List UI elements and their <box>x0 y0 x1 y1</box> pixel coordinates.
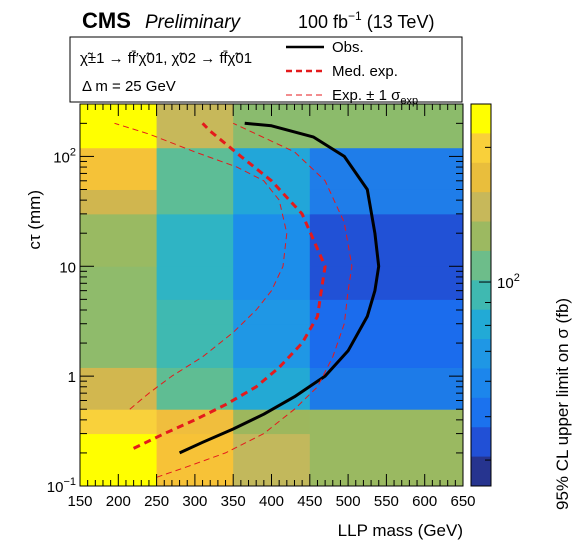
z-tick-exponent: 2 <box>514 272 520 284</box>
color-scale-swatch <box>471 368 491 399</box>
heatmap-cell <box>156 266 234 300</box>
y-tick-label: 10 <box>59 259 76 276</box>
heatmap-cell <box>309 266 464 300</box>
median-expected-curve <box>132 122 327 450</box>
z-tick-base: 10 <box>497 275 514 292</box>
heatmap-cell <box>80 299 158 325</box>
x-axis: 150 200 250 300 350 400 450 500 550 600 650 <box>67 104 476 510</box>
heatmap-cell <box>156 367 234 410</box>
x-tick-label: 550 <box>374 493 399 510</box>
y-tick-base: 10 <box>47 479 64 496</box>
heatmap-cell <box>156 299 234 325</box>
x-tick-label: 600 <box>412 493 437 510</box>
color-scale-swatch <box>471 133 491 164</box>
x-axis-title: LLP mass (GeV) <box>338 521 463 540</box>
legend-exp-label: Exp. ± 1 σexp <box>332 87 418 107</box>
heatmap-cell <box>233 213 311 267</box>
x-tick-label: 300 <box>182 493 207 510</box>
color-scale-swatch <box>471 162 491 193</box>
color-scale-swatch <box>471 221 491 252</box>
x-tick-label: 250 <box>144 493 169 510</box>
limit-curves <box>114 121 381 478</box>
y-tick-label: 1 <box>68 369 76 386</box>
color-scale-swatch <box>471 280 491 311</box>
legend-obs-label: Obs. <box>332 39 364 56</box>
heatmap-cell <box>80 189 158 215</box>
heatmap-cell <box>156 189 234 215</box>
heatmap-cell <box>309 147 464 190</box>
color-scale: 102 <box>470 103 520 487</box>
y-tick-label: 102 <box>53 146 76 166</box>
x-tick-label: 450 <box>297 493 322 510</box>
heatmap-cell <box>233 147 311 190</box>
expected-band-curve <box>156 122 353 478</box>
legend-delta-m: Δ m = 25 GeV <box>82 78 176 95</box>
z-axis-title: 95% CL upper limit on σ (fb) <box>553 298 572 510</box>
x-tick-label: 350 <box>221 493 246 510</box>
lumi-exponent: −1 <box>348 9 362 23</box>
heatmap-cell <box>80 323 158 368</box>
lumi-value: 100 fb <box>298 12 348 32</box>
heatmap-cells <box>80 104 464 487</box>
legend-med-label: Med. exp. <box>332 63 398 80</box>
heatmap-cell <box>309 189 464 215</box>
legend: χ̃±1 → ff̄′χ̃01, χ̃02 → ff̄χ̃01 Δ m = 25… <box>69 36 463 107</box>
heatmap-cell <box>309 299 464 325</box>
z-tick-label: 102 <box>497 272 520 292</box>
x-tick-label: 200 <box>106 493 131 510</box>
legend-box <box>69 36 463 103</box>
heatmap-cell <box>80 409 158 435</box>
lumi-label: 100 fb−1 (13 TeV) <box>298 9 434 32</box>
heatmap-cell <box>309 323 464 368</box>
heatmap-cell <box>80 266 158 300</box>
lumi-energy: (13 TeV) <box>362 12 435 32</box>
y-tick-label: 10−1 <box>47 476 76 496</box>
x-tick-label: 150 <box>67 493 92 510</box>
color-scale-swatch <box>471 456 491 487</box>
heatmap-cell <box>156 323 234 368</box>
heatmap-cell <box>156 147 234 190</box>
x-tick-label: 650 <box>450 493 475 510</box>
status-label: Preliminary <box>145 12 242 33</box>
x-tick-label: 500 <box>336 493 361 510</box>
color-scale-swatch <box>471 427 491 458</box>
color-scale-swatch <box>471 309 491 340</box>
y-axis-title: cτ (mm) <box>25 190 44 250</box>
heatmap-cell <box>233 299 311 325</box>
heatmap-cell <box>309 213 464 267</box>
color-scale-swatch <box>471 192 491 223</box>
heatmap-cell <box>233 323 311 368</box>
color-scale-swatch <box>471 250 491 281</box>
color-scale-swatch <box>471 397 491 428</box>
color-scale-swatch <box>471 104 491 134</box>
expected-band-curve <box>114 122 288 410</box>
x-tick-label: 400 <box>259 493 284 510</box>
legend-exp-subscript: exp <box>400 95 418 107</box>
legend-process: χ̃±1 → ff̄′χ̃01, χ̃02 → ff̄χ̃01 <box>80 50 252 67</box>
color-scale-border <box>470 103 492 487</box>
observed-limit-curve <box>178 121 381 455</box>
y-tick-exponent: −1 <box>63 476 76 488</box>
experiment-label: CMS <box>82 8 131 33</box>
heatmap-cell <box>80 147 158 190</box>
heatmap-cell <box>156 213 234 267</box>
heatmap-cell <box>80 367 158 410</box>
heatmap-cell <box>80 213 158 267</box>
heatmap-cell <box>233 409 311 435</box>
y-tick-exponent: 2 <box>70 146 76 158</box>
y-tick-base: 10 <box>53 149 70 166</box>
legend-exp-text: Exp. ± 1 σ <box>332 87 401 104</box>
heatmap-cell <box>233 266 311 300</box>
color-scale-swatch <box>471 339 491 369</box>
heatmap-cell <box>309 409 464 435</box>
heatmap-cell <box>309 367 464 410</box>
heatmap-cell <box>233 189 311 215</box>
